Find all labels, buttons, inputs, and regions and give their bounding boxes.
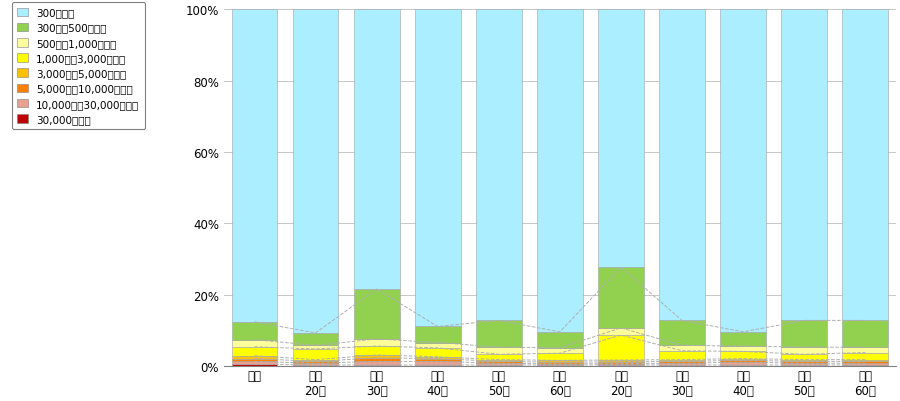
Bar [537,10,583,332]
Bar [842,320,888,347]
Bar [354,362,400,365]
Bar [476,362,522,363]
Bar [598,364,644,365]
Bar [415,327,461,343]
Bar [354,339,400,346]
Bar [415,365,461,366]
Bar [842,363,888,365]
Bar [415,358,461,362]
Bar [354,289,400,339]
Bar [415,362,461,365]
Bar [476,354,522,360]
Bar [659,365,705,366]
Bar [354,358,400,362]
Legend: 300円未満, 300円～500円未満, 500円～1,000円未満, 1,000円～3,000円未満, 3,000円～5,000円未満, 5,000円～10,: 300円未満, 300円～500円未満, 500円～1,000円未満, 1,00… [13,3,145,130]
Bar [415,343,461,348]
Bar [659,10,705,320]
Bar [354,355,400,358]
Bar [537,365,583,366]
Bar [231,358,277,362]
Bar [842,360,888,362]
Bar [415,357,461,358]
Bar [659,351,705,360]
Bar [781,10,827,320]
Bar [231,322,277,340]
Bar [354,365,400,366]
Bar [292,363,338,365]
Bar [292,10,338,333]
Bar [842,10,888,320]
Bar [781,363,827,365]
Bar [231,340,277,347]
Bar [598,365,644,366]
Bar [720,358,766,360]
Bar [720,362,766,365]
Bar [476,10,522,320]
Bar [720,332,766,346]
Bar [659,363,705,365]
Bar [659,360,705,362]
Bar [537,360,583,362]
Bar [598,328,644,335]
Bar [598,335,644,360]
Bar [781,354,827,360]
Bar [781,320,827,347]
Bar [292,365,338,366]
Bar [720,352,766,358]
Bar [231,362,277,365]
Bar [292,349,338,360]
Bar [659,362,705,363]
Bar [720,10,766,332]
Bar [415,348,461,357]
Bar [354,10,400,289]
Bar [842,362,888,363]
Bar [720,365,766,366]
Bar [659,320,705,346]
Bar [537,362,583,364]
Bar [781,365,827,366]
Bar [415,10,461,327]
Bar [598,362,644,364]
Bar [842,347,888,352]
Bar [598,10,644,267]
Bar [659,346,705,351]
Bar [231,365,277,366]
Bar [292,346,338,349]
Bar [781,362,827,363]
Bar [231,347,277,356]
Bar [537,353,583,360]
Bar [537,348,583,353]
Bar [720,346,766,352]
Bar [292,362,338,363]
Bar [598,360,644,362]
Bar [231,356,277,358]
Bar [476,360,522,362]
Bar [476,363,522,365]
Bar [842,365,888,366]
Bar [537,364,583,365]
Bar [720,360,766,362]
Bar [476,320,522,347]
Bar [598,267,644,328]
Bar [354,346,400,355]
Bar [781,360,827,362]
Bar [292,360,338,362]
Bar [537,332,583,348]
Bar [476,347,522,354]
Bar [292,333,338,346]
Bar [781,347,827,354]
Bar [231,10,277,322]
Bar [842,352,888,360]
Bar [476,365,522,366]
